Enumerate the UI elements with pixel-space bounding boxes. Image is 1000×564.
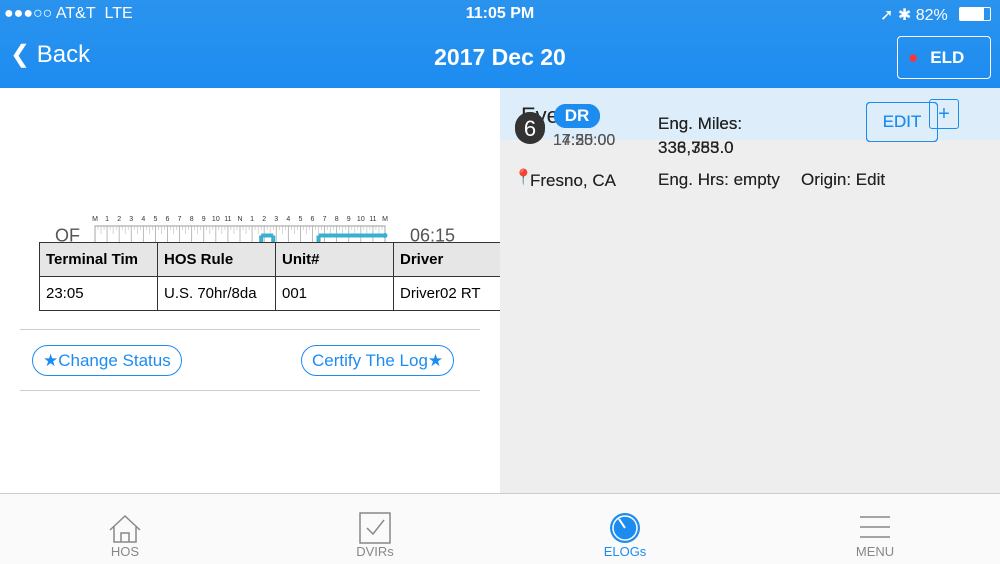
table-cell: U.S. 70hr/8da (157, 276, 276, 311)
miles-value: 333,385.0 (658, 138, 734, 157)
menu-icon (860, 516, 890, 538)
table-header: Terminal Tim (39, 242, 158, 277)
hour-label: 8 (190, 216, 194, 223)
miles-value: 336,753.0 (658, 138, 734, 157)
battery-area: ➚ ✱ 82% (880, 7, 948, 24)
current-dot (382, 233, 388, 238)
hour-label: N (237, 216, 242, 223)
edit-button[interactable]: EDIT (866, 102, 938, 142)
carrier: AT&T (55, 5, 96, 22)
title: 2017 Dec 20 (434, 44, 566, 70)
battery: 82% (915, 7, 948, 24)
elog-needle (618, 518, 626, 529)
hour-label: 3 (129, 216, 133, 223)
header: ●●●○○ AT&T LTE 11:05 PM ➚ ✱ 82% ❮ Back 2… (0, 0, 1000, 88)
miles-label: Eng. Miles: (658, 114, 743, 133)
hour-label: M (382, 216, 388, 223)
event-location: Fresno, CA (530, 171, 616, 190)
tab-label[interactable]: MENU (855, 544, 895, 559)
log-table: Terminal Tim HOS Rule Unit# Driver 23:05 U.S.… (39, 242, 512, 311)
clock: 11:05 PM (465, 5, 535, 22)
event-time: 14:20:00 (553, 132, 616, 149)
hour-label: 9 (347, 216, 351, 223)
battery-icon (959, 7, 991, 21)
hour-label: 11 (224, 216, 231, 223)
hour-label: 7 (178, 216, 182, 223)
hour-label: 2 (117, 216, 121, 223)
hour-label: 4 (141, 216, 145, 223)
hour-label: M (92, 216, 98, 223)
table-cell: Driver02 RT (393, 276, 512, 311)
signal: ●●●○○ AT&T LTE (4, 5, 133, 22)
hour-label: 5 (153, 216, 157, 223)
pin: 📍 (514, 169, 533, 186)
hour-label: 6 (311, 216, 315, 223)
network: LTE (104, 5, 133, 22)
divider (20, 329, 480, 330)
table-cell: 001 (275, 276, 394, 311)
event-time: 17:35:00 (553, 132, 616, 149)
tab-label[interactable]: ELOGs (603, 544, 647, 559)
home-icon (109, 514, 141, 543)
hour-label: 2 (262, 216, 266, 223)
hour-label: 11 (369, 216, 376, 223)
table-header: HOS Rule (157, 242, 276, 277)
hour-label: 9 (202, 216, 206, 223)
tab-label[interactable]: DVIRs (356, 544, 394, 559)
tab-icons (109, 512, 890, 544)
miles-label: Eng. Miles: (658, 114, 743, 133)
change-status[interactable]: ★Change Status (32, 345, 182, 376)
row-label: OF (55, 226, 80, 246)
check-icon (359, 512, 391, 544)
eld-button[interactable]: ● ELD (897, 36, 991, 79)
event-time: 17:55:00 (553, 132, 616, 149)
table-header: Driver (393, 242, 512, 277)
hour-label: 8 (335, 216, 339, 223)
hour-label: 10 (357, 216, 365, 223)
add-event[interactable]: + (929, 99, 959, 129)
hour-label: 3 (274, 216, 278, 223)
hour-label: 7 (323, 216, 327, 223)
miles-value: 336,753.0 (658, 138, 734, 157)
table-row: 23:05 U.S. 70hr/8da 001 Driver02 RT (39, 276, 512, 311)
event-origin: Origin: Edit (801, 170, 886, 189)
elog-ring (612, 515, 638, 541)
event-status: DR (554, 104, 600, 128)
hour-label: 4 (286, 216, 290, 223)
divider (20, 390, 480, 391)
event-location: Fresno, CA (530, 171, 616, 190)
hour-label: 6 (166, 216, 170, 223)
row-total: 06:15 (410, 226, 455, 246)
certify-log[interactable]: Certify The Log★ (301, 345, 455, 376)
table-header: Unit# (275, 242, 394, 277)
hour-label: 1 (105, 216, 109, 223)
event-number: 6 (515, 114, 545, 144)
table-cell: 23:05 (39, 276, 158, 311)
event-hours: Eng. Hrs: empty (658, 170, 780, 189)
hour-label: 5 (298, 216, 302, 223)
eld-label: ELD (930, 48, 965, 67)
tab-label[interactable]: HOS (110, 544, 140, 559)
tab-bar: HOS DVIRs ELOGs MENU (0, 493, 1000, 564)
check-mark (366, 519, 385, 536)
miles-label: Eng. Miles: (658, 114, 743, 133)
hour-label: 10 (212, 216, 220, 223)
hour-label: 1 (250, 216, 254, 223)
pin: 📍 (514, 169, 533, 186)
event-hours: Eng. Hrs: empty (658, 170, 780, 189)
back-button[interactable]: ❮ Back (10, 41, 91, 68)
event-origin: Origin: Edit (801, 170, 886, 189)
back-label: Back (36, 41, 91, 68)
